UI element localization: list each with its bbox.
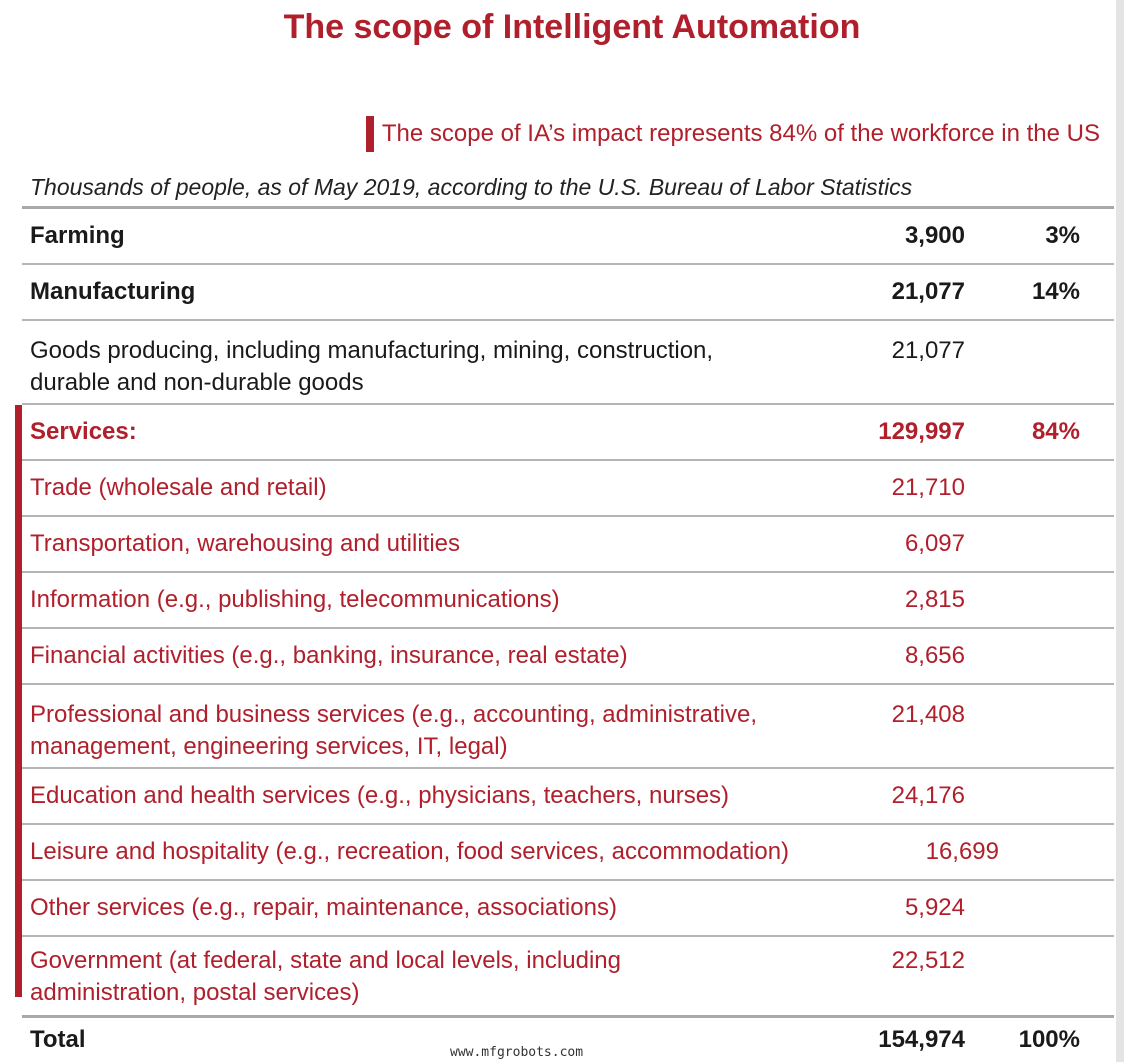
table-row-trade: Trade (wholesale and retail) 21,710 bbox=[22, 461, 1114, 517]
row-label: Information (e.g., publishing, telecommu… bbox=[30, 586, 560, 613]
table-row-education: Education and health services (e.g., phy… bbox=[22, 769, 1114, 825]
row-percent: 3% bbox=[1045, 222, 1080, 249]
row-label: Services: bbox=[30, 418, 137, 445]
row-value: 154,974 bbox=[878, 1025, 965, 1053]
row-label: Other services (e.g., repair, maintenanc… bbox=[30, 894, 617, 921]
table-row-financial: Financial activities (e.g., banking, ins… bbox=[22, 629, 1114, 685]
row-label: Goods producing, including manufacturing… bbox=[30, 337, 714, 396]
row-label: Transportation, warehousing and utilitie… bbox=[30, 530, 461, 557]
row-label: Leisure and hospitality (e.g., recreatio… bbox=[30, 838, 790, 865]
row-value: 22,512 bbox=[891, 947, 965, 974]
table-row-manufacturing: Manufacturing 21,077 14% bbox=[22, 265, 1114, 321]
row-value: 21,710 bbox=[891, 474, 965, 501]
watermark: www.mfgrobots.com bbox=[450, 1045, 584, 1060]
page-edge bbox=[1116, 0, 1124, 1062]
page-title: The scope of Intelligent Automation bbox=[283, 8, 861, 46]
table-row-farming: Farming 3,900 3% bbox=[22, 209, 1114, 265]
callout-text: The scope of IA’s impact represents 84% … bbox=[381, 120, 1100, 147]
row-label: Trade (wholesale and retail) bbox=[30, 474, 327, 501]
table-row-government: Government (at federal, state and local … bbox=[22, 937, 1114, 1015]
row-label: Professional and business services (e.g.… bbox=[30, 701, 758, 760]
row-value: 129,997 bbox=[878, 418, 965, 445]
table-subtitle: Thousands of people, as of May 2019, acc… bbox=[30, 174, 913, 200]
callout-accent-bar bbox=[365, 116, 374, 152]
table-row-services: Services: 129,997 84% bbox=[22, 405, 1114, 461]
services-accent-bar bbox=[15, 405, 22, 997]
row-value: 2,815 bbox=[904, 586, 965, 613]
table-row-leisure: Leisure and hospitality (e.g., recreatio… bbox=[22, 825, 1114, 881]
row-value: 16,699 bbox=[925, 838, 999, 865]
row-value: 5,924 bbox=[904, 894, 965, 921]
table-row-professional: Professional and business services (e.g.… bbox=[22, 685, 1114, 769]
table-row-goods-producing: Goods producing, including manufacturing… bbox=[22, 321, 1114, 405]
callout: The scope of IA’s impact represents 84% … bbox=[365, 116, 1100, 152]
row-value: 3,900 bbox=[904, 222, 965, 249]
row-percent: 84% bbox=[1031, 418, 1080, 445]
row-label: Manufacturing bbox=[30, 278, 196, 305]
row-label: Farming bbox=[30, 222, 125, 249]
row-value: 21,077 bbox=[891, 278, 965, 305]
table-row-total: Total 154,974 100% bbox=[22, 1015, 1114, 1061]
row-value: 6,097 bbox=[904, 530, 965, 557]
table-row-transportation: Transportation, warehousing and utilitie… bbox=[22, 517, 1114, 573]
table-row-other-services: Other services (e.g., repair, maintenanc… bbox=[22, 881, 1114, 937]
row-percent: 14% bbox=[1031, 278, 1080, 305]
row-value: 8,656 bbox=[904, 642, 965, 669]
row-value: 21,077 bbox=[891, 337, 965, 364]
row-value: 21,408 bbox=[891, 701, 965, 728]
row-value: 24,176 bbox=[891, 782, 965, 809]
row-label: Government (at federal, state and local … bbox=[30, 947, 621, 1006]
row-label: Total bbox=[30, 1025, 86, 1053]
row-label: Financial activities (e.g., banking, ins… bbox=[30, 642, 628, 669]
row-label: Education and health services (e.g., phy… bbox=[30, 782, 730, 809]
table-row-information: Information (e.g., publishing, telecommu… bbox=[22, 573, 1114, 629]
workforce-table: Farming 3,900 3% Manufacturing 21,077 14… bbox=[22, 206, 1114, 1061]
row-percent: 100% bbox=[1018, 1025, 1080, 1053]
